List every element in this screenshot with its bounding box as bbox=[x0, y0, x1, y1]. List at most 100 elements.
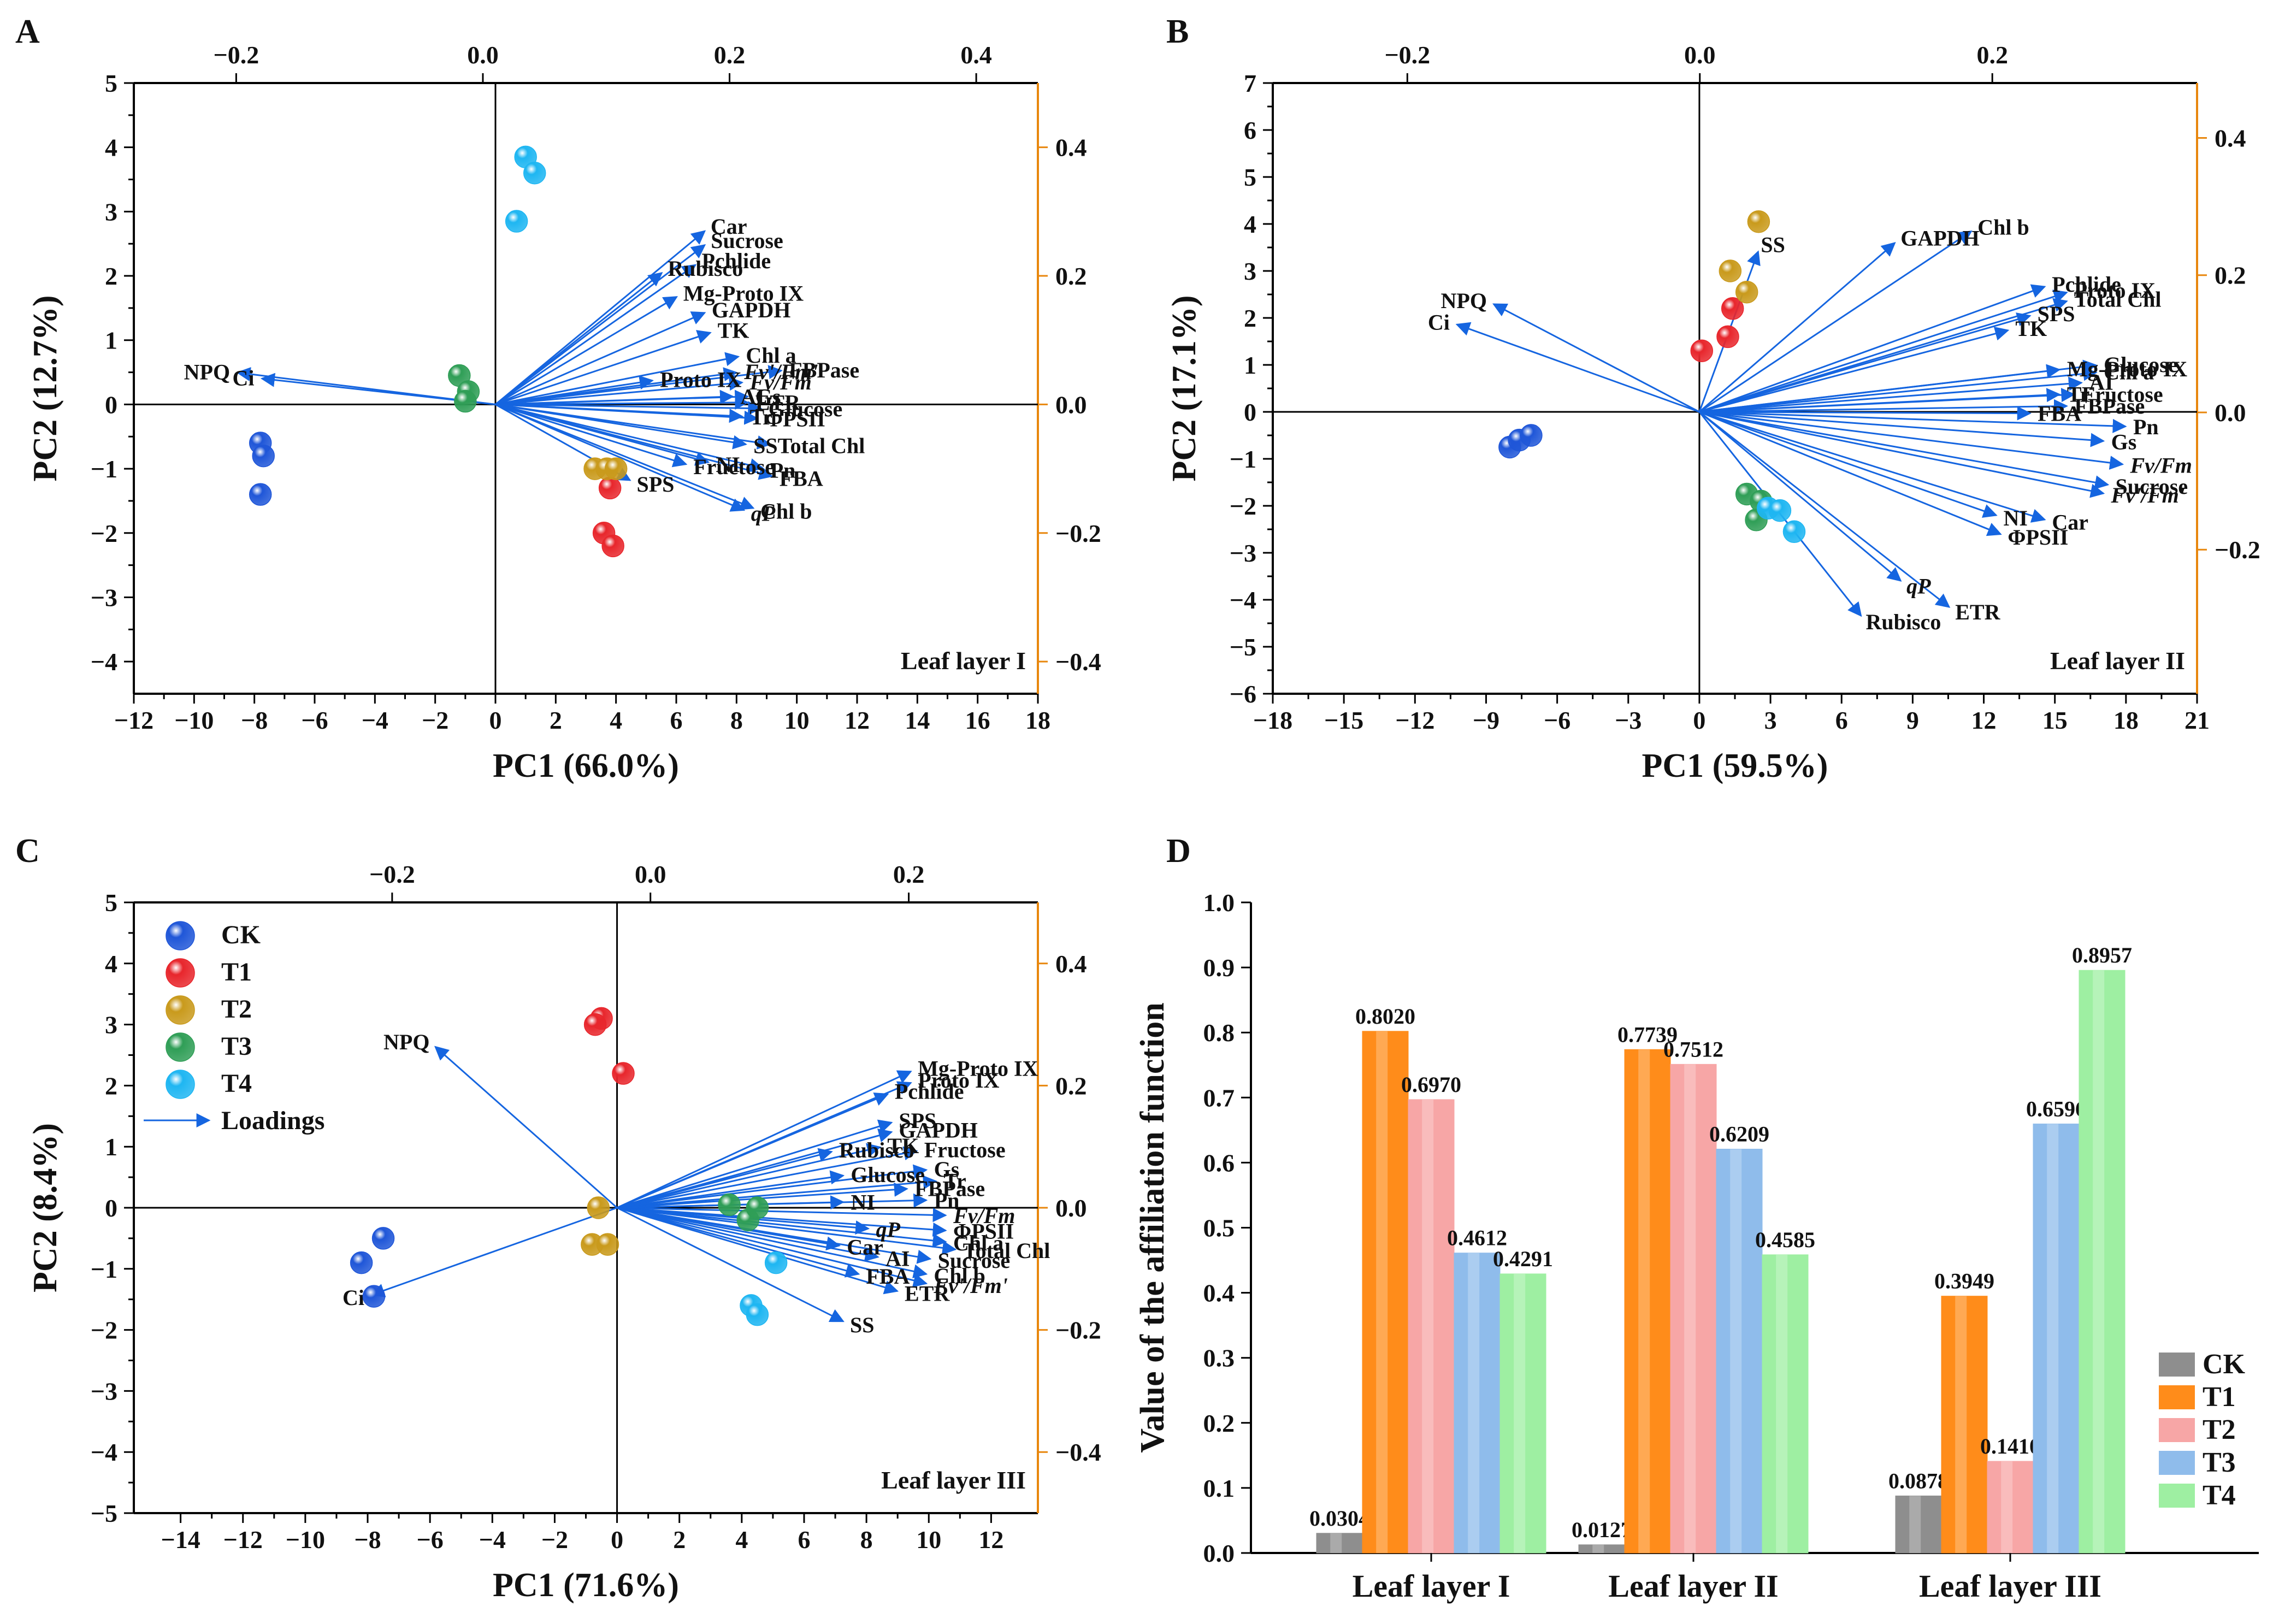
loading-label-gapdh: GAPDH bbox=[899, 1118, 977, 1143]
sample-point-ck bbox=[371, 1227, 395, 1250]
bar-highlight bbox=[1776, 1254, 1788, 1553]
loading-label-etr: ETR bbox=[1955, 600, 2000, 624]
loading-label-fructose: Fructose bbox=[924, 1137, 1006, 1162]
bar-value-label: 0.0304 bbox=[1309, 1506, 1369, 1531]
loading-label-sucrose: Sucrose bbox=[2115, 474, 2188, 499]
loading-label-ss: SS bbox=[1761, 233, 1785, 257]
y-tick-label: 4 bbox=[105, 950, 117, 978]
sample-point-t2 bbox=[1735, 280, 1758, 304]
x-tick-label: 2 bbox=[550, 706, 562, 734]
loading-label-gs: Gs bbox=[2111, 429, 2137, 454]
legend-label-t3: T3 bbox=[221, 1032, 252, 1061]
loading-arrow-pchlide bbox=[495, 264, 697, 405]
x-tick-label: 3 bbox=[1764, 706, 1777, 734]
sample-point-t1 bbox=[1690, 339, 1714, 362]
x-tick-label: −2 bbox=[422, 706, 448, 734]
category-label: Leaf layer II bbox=[1608, 1568, 1778, 1604]
loading-arrow-pn bbox=[495, 403, 764, 473]
sample-point-ck bbox=[249, 483, 272, 506]
bar-value-label: 0.0878 bbox=[1888, 1468, 1949, 1493]
x-axis-title: PC1 (66.0%) bbox=[493, 747, 679, 784]
loading-label-fba: FBA bbox=[2038, 401, 2081, 426]
bar-t1 bbox=[1941, 1296, 1988, 1554]
loading-arrow-chl-a bbox=[495, 352, 740, 405]
bar-ck bbox=[1895, 1495, 1942, 1554]
bar-value-label: 0.7512 bbox=[1663, 1037, 1723, 1061]
top-x-tick-label: 0.0 bbox=[635, 860, 666, 888]
loading-arrow-etr bbox=[1698, 411, 1951, 608]
legend-swatch-t4 bbox=[2159, 1484, 2195, 1508]
sample-point-t3 bbox=[746, 1196, 769, 1219]
loading-label-tk: TK bbox=[2015, 316, 2047, 341]
loading-arrow-fba bbox=[1699, 406, 2032, 421]
bar-value-label: 0.6596 bbox=[2026, 1096, 2086, 1121]
x-tick-label: −4 bbox=[479, 1526, 506, 1554]
loading-arrow-rubisco bbox=[495, 272, 663, 405]
loading-label-chl-b: Chl b bbox=[1977, 215, 2029, 240]
loading-arrow-chl-b bbox=[495, 404, 755, 510]
sample-point-t1 bbox=[583, 1013, 607, 1036]
legend-marker-t4 bbox=[166, 1070, 195, 1099]
x-tick-label: 4 bbox=[735, 1526, 748, 1554]
legend-label-t3: T3 bbox=[2203, 1447, 2236, 1478]
loading-label-sucrose: Sucrose bbox=[711, 228, 783, 253]
x-tick-label: −8 bbox=[354, 1526, 381, 1554]
loading-label-fv-fm: Fv/Fm bbox=[2129, 453, 2192, 478]
y-tick-label: 3 bbox=[105, 1011, 117, 1039]
loading-label-pchlide: Pchlide bbox=[2052, 272, 2121, 297]
y-axis-title: PC2 (17.1%) bbox=[1166, 296, 1203, 482]
bar-highlight bbox=[1684, 1064, 1696, 1553]
bar-t1 bbox=[1624, 1049, 1671, 1554]
y-tick-label: 0 bbox=[105, 391, 117, 418]
bar-t2 bbox=[1408, 1099, 1455, 1554]
loading-label-sps: SPS bbox=[2038, 302, 2075, 326]
legend-label-ck: CK bbox=[2203, 1349, 2246, 1380]
loading-label-ss: SS bbox=[753, 434, 778, 458]
loading-label-ci: Ci bbox=[233, 365, 255, 390]
right-y-tick-label: 0.4 bbox=[2215, 124, 2246, 152]
loading-label-car: Car bbox=[2052, 510, 2088, 534]
loading-label-tr: Tr bbox=[2067, 382, 2089, 406]
x-tick-label: 4 bbox=[610, 706, 622, 734]
bar-value-label: 0.4585 bbox=[1755, 1227, 1815, 1252]
loading-label-sps: SPS bbox=[636, 472, 674, 497]
loading-label-total-chl: Total Chl bbox=[963, 1238, 1050, 1263]
top-x-tick-label: −0.2 bbox=[1384, 41, 1430, 69]
loading-arrow-fv-fm bbox=[1699, 411, 2124, 470]
loading-label-glucose: Glucose bbox=[851, 1162, 925, 1187]
x-axis-title: PC1 (59.5%) bbox=[1642, 747, 1828, 784]
loading-arrow-npq bbox=[434, 1046, 618, 1209]
y-tick-label: −2 bbox=[91, 1316, 117, 1344]
y-axis-title: PC2 (12.7%) bbox=[27, 296, 64, 482]
y-tick-label: −1 bbox=[91, 455, 117, 483]
x-tick-label: 14 bbox=[905, 706, 930, 734]
loading-label-tr: Tr bbox=[749, 405, 772, 429]
loading-label-proto-ix: Proto IX bbox=[2074, 278, 2156, 303]
y-tick-label: −2 bbox=[91, 519, 117, 547]
y-tick-label: 2 bbox=[105, 262, 117, 290]
loading-label-fructose: Fructose bbox=[2082, 382, 2163, 406]
right-y-tick-label: 0.2 bbox=[2215, 262, 2246, 290]
y-tick-label: −2 bbox=[1230, 492, 1256, 520]
bar-value-label: 0.1410 bbox=[1980, 1434, 2040, 1458]
y-tick-label: −1 bbox=[1230, 445, 1256, 473]
x-tick-label: −4 bbox=[362, 706, 388, 734]
loading-arrow-fv-fm bbox=[617, 1207, 928, 1288]
y-tick-label: −4 bbox=[1230, 586, 1256, 614]
loading-label-car: Car bbox=[847, 1235, 883, 1260]
loading-label-chl-b: Chl b bbox=[934, 1263, 985, 1288]
loading-arrow-total-chl bbox=[617, 1207, 957, 1255]
panel-d: D 0.0 0.1 0.2 0.3 0.4 0.5 0.6 0.7 0.8 0.9 1.0 Value … bbox=[1134, 832, 2259, 1604]
y-tick-label: −3 bbox=[1230, 539, 1256, 567]
loading-arrow-sps bbox=[617, 1119, 893, 1209]
loading-label-fv-fm: Fv'/Fm' bbox=[743, 359, 818, 384]
bar-highlight bbox=[2093, 970, 2105, 1553]
loading-arrow-tk bbox=[495, 330, 712, 405]
loading-arrow-qp bbox=[1698, 411, 1902, 582]
loading-label-proto-ix: Proto IX bbox=[918, 1068, 999, 1092]
y-tick-label: 0.4 bbox=[1203, 1279, 1235, 1307]
x-tick-label: 18 bbox=[1025, 706, 1050, 734]
loading-arrow-etr bbox=[495, 395, 749, 410]
